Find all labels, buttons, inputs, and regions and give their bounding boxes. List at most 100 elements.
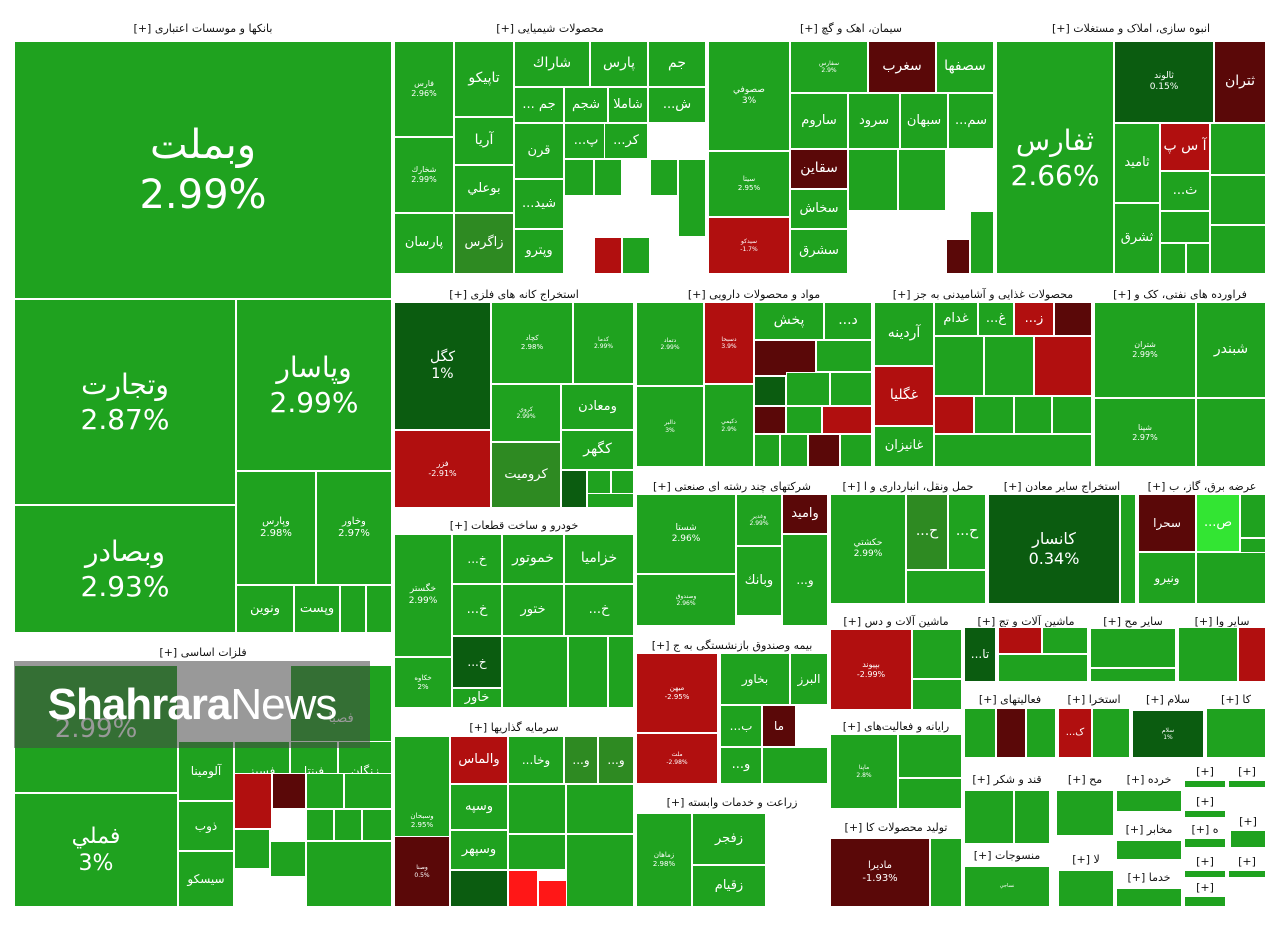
stock-tile[interactable] <box>1240 494 1266 538</box>
stock-tile[interactable]: صصوفي 3% <box>708 41 790 151</box>
stock-tile[interactable]: كچاد 2.98% <box>491 302 573 384</box>
sector-title-41[interactable]: [+] <box>1196 881 1214 894</box>
stock-tile[interactable]: ميهن -2.95% <box>636 653 718 733</box>
stock-tile[interactable]: والماس <box>450 736 508 784</box>
stock-tile[interactable]: نساجي <box>964 866 1050 907</box>
stock-tile[interactable] <box>754 376 786 406</box>
stock-tile[interactable] <box>1238 627 1266 682</box>
stock-tile[interactable]: خ... <box>564 584 634 636</box>
stock-tile[interactable] <box>998 627 1042 654</box>
stock-tile[interactable]: غدام <box>934 302 978 336</box>
stock-tile[interactable] <box>1034 336 1092 396</box>
stock-tile[interactable] <box>934 396 974 434</box>
stock-tile[interactable] <box>1160 211 1210 243</box>
stock-tile[interactable]: بخاور <box>720 653 790 705</box>
stock-tile[interactable]: سيدكو -1.7% <box>708 217 790 274</box>
sector-title-5[interactable]: استخراج کانه های فلزی [+] <box>449 288 579 301</box>
stock-tile[interactable] <box>1206 708 1266 758</box>
stock-tile[interactable]: ونوین <box>236 585 294 633</box>
stock-tile[interactable] <box>334 809 362 841</box>
sector-title-32[interactable]: خدما [+] <box>1127 871 1171 884</box>
stock-tile[interactable]: ح... <box>906 494 948 570</box>
stock-tile[interactable]: ونيرو <box>1138 552 1196 604</box>
stock-tile[interactable]: ثالوند 0.15% <box>1114 41 1214 123</box>
stock-tile[interactable]: تا... <box>964 627 996 682</box>
sector-title-11[interactable]: حمل ونقل، انبارداری و ا [+] <box>842 480 974 493</box>
stock-tile[interactable]: ب... <box>720 705 762 747</box>
stock-tile[interactable] <box>754 406 786 434</box>
stock-tile[interactable]: شبندر <box>1196 302 1266 398</box>
stock-tile[interactable] <box>1116 840 1182 860</box>
stock-tile[interactable]: خگستر 2.99% <box>394 534 452 657</box>
stock-tile[interactable]: وبانك <box>736 546 782 616</box>
stock-tile[interactable] <box>366 585 392 633</box>
stock-tile[interactable]: خموتور <box>502 534 564 584</box>
stock-tile[interactable]: سشرق <box>790 229 848 274</box>
sector-title-31[interactable]: مخابر [+] <box>1125 823 1173 836</box>
stock-tile[interactable]: آلومينا <box>178 741 234 801</box>
stock-tile[interactable] <box>234 829 270 869</box>
stock-tile[interactable] <box>650 159 678 196</box>
stock-tile[interactable] <box>1014 396 1052 434</box>
stock-tile[interactable]: فملي 3% <box>14 793 178 907</box>
stock-tile[interactable]: خ... <box>452 636 502 688</box>
stock-tile[interactable] <box>898 778 962 809</box>
stock-tile[interactable]: آ س پ <box>1160 123 1210 171</box>
stock-tile[interactable]: خ... <box>452 584 502 636</box>
stock-tile[interactable]: زماهان 2.98% <box>636 813 692 907</box>
stock-tile[interactable] <box>946 239 970 274</box>
sector-title-28[interactable]: منسوجات [+] <box>973 849 1041 862</box>
sector-title-22[interactable]: سایر وا [+] <box>1194 615 1250 628</box>
stock-tile[interactable] <box>1058 870 1114 907</box>
stock-tile[interactable] <box>561 470 587 508</box>
sector-title-40[interactable]: [+] <box>1238 855 1256 868</box>
stock-tile[interactable]: وبصادر 2.93% <box>14 505 236 633</box>
stock-tile[interactable]: ماپنا 2.8% <box>830 734 898 809</box>
stock-tile[interactable] <box>362 809 392 841</box>
stock-tile[interactable] <box>1090 668 1176 682</box>
stock-tile[interactable] <box>1120 494 1136 604</box>
sector-title-7[interactable]: محصولات غذایی و آشامیدنی به جز [+] <box>892 288 1074 301</box>
sector-title-12[interactable]: استخراج سایر معادن [+] <box>1003 480 1121 493</box>
stock-tile[interactable] <box>1178 627 1238 682</box>
stock-tile[interactable]: زاگرس <box>454 213 514 274</box>
stock-tile[interactable]: مادیرا -1.93% <box>830 838 930 907</box>
stock-tile[interactable]: و... <box>720 747 762 784</box>
sector-title-29[interactable]: مح [+] <box>1067 773 1103 786</box>
stock-tile[interactable]: شجم <box>564 87 608 123</box>
stock-tile[interactable] <box>762 747 828 784</box>
stock-tile[interactable]: وسپه <box>450 784 508 830</box>
stock-tile[interactable] <box>998 654 1088 682</box>
sector-title-21[interactable]: سایر مح [+] <box>1103 615 1163 628</box>
stock-tile[interactable]: آردينه <box>874 302 934 366</box>
stock-tile[interactable]: و... <box>598 736 634 784</box>
sector-title-2[interactable]: محصولات شیمیایی [+] <box>496 22 604 35</box>
stock-tile[interactable] <box>340 585 366 633</box>
sector-title-1[interactable]: فلزات اساسی [+] <box>159 646 247 659</box>
stock-tile[interactable]: و... <box>782 534 828 626</box>
stock-tile[interactable]: شتران 2.99% <box>1094 302 1196 398</box>
stock-tile[interactable] <box>587 493 634 508</box>
stock-tile[interactable]: خاور <box>452 688 502 708</box>
stock-tile[interactable]: وپست <box>294 585 340 633</box>
stock-tile[interactable]: سبهان <box>900 93 948 149</box>
stock-tile[interactable]: جم ... <box>514 87 564 123</box>
stock-tile[interactable] <box>898 734 962 778</box>
stock-tile[interactable] <box>508 784 566 834</box>
stock-tile[interactable] <box>974 396 1014 434</box>
stock-tile[interactable]: وغدير 2.99% <box>736 494 782 546</box>
sector-title-24[interactable]: استخرا [+] <box>1067 693 1121 706</box>
stock-tile[interactable] <box>502 636 568 708</box>
stock-tile[interactable] <box>1196 552 1266 604</box>
stock-tile[interactable]: وسپهر <box>450 830 508 870</box>
stock-tile[interactable]: ذوب <box>178 801 234 851</box>
stock-tile[interactable] <box>594 159 622 196</box>
sector-title-25[interactable]: سلام [+] <box>1146 693 1190 706</box>
stock-tile[interactable]: ثفارس 2.66% <box>996 41 1114 274</box>
stock-tile[interactable]: ما <box>762 705 796 747</box>
stock-tile[interactable] <box>830 372 872 406</box>
stock-tile[interactable] <box>1042 627 1088 654</box>
stock-tile[interactable] <box>1014 790 1050 844</box>
stock-tile[interactable] <box>508 834 566 870</box>
stock-tile[interactable]: وتجارت 2.87% <box>14 299 236 505</box>
